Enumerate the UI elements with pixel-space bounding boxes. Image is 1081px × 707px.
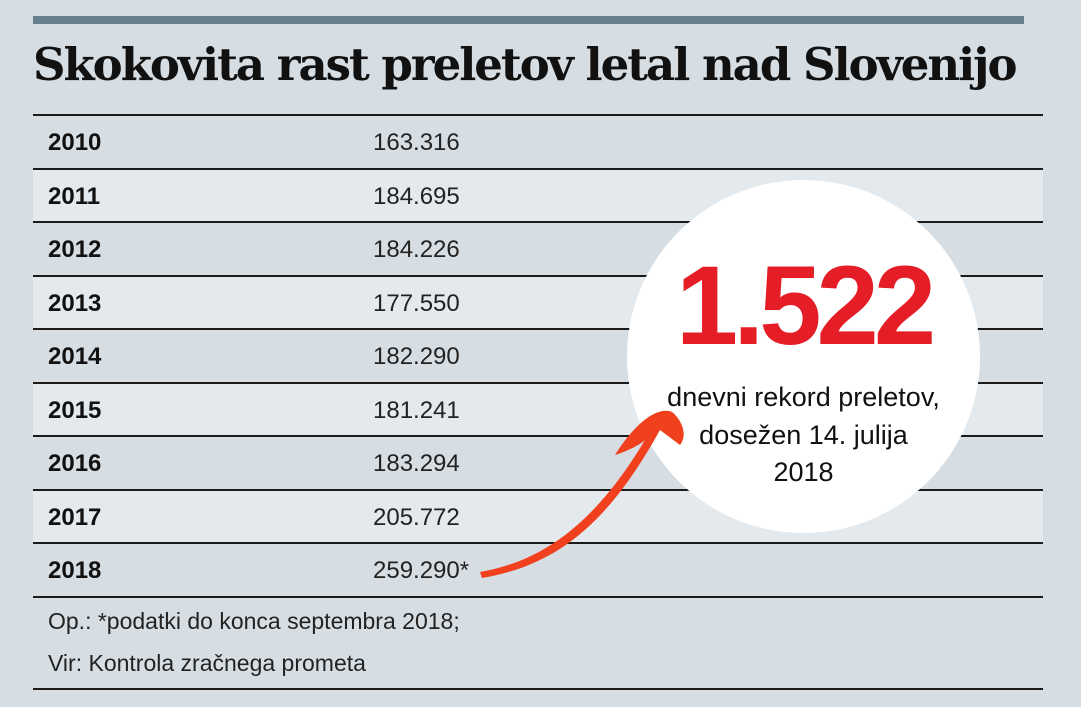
value-cell: 205.772 xyxy=(373,503,460,531)
callout-circle xyxy=(627,180,980,533)
value-cell: 177.550 xyxy=(373,289,460,317)
year-cell: 2010 xyxy=(48,129,102,156)
page-title: Skokovita rast preletov letal nad Sloven… xyxy=(33,38,1017,91)
value-cell: 184.695 xyxy=(373,182,460,210)
year-cell: 2015 xyxy=(48,396,102,424)
year-cell: 2012 xyxy=(48,236,102,263)
curved-arrow-icon xyxy=(480,410,684,578)
callout-line-3: 2018 xyxy=(773,457,834,487)
footnote: Op.: *podatki do konca septembra 2018; xyxy=(48,608,460,634)
top-rule xyxy=(33,16,1024,24)
year-cell: 2013 xyxy=(48,289,102,317)
bottom-rule xyxy=(33,688,1043,690)
year-cell: 2016 xyxy=(48,450,102,477)
table-row: 2018 259.290* xyxy=(33,542,1043,598)
year-cell: 2011 xyxy=(48,182,101,210)
value-cell: 184.226 xyxy=(373,236,460,263)
source-note: Vir: Kontrola zračnega prometa xyxy=(48,650,366,676)
callout-number: 1.522 xyxy=(675,243,936,368)
value-cell: 163.316 xyxy=(373,129,460,156)
year-cell: 2018 xyxy=(48,557,102,584)
year-cell: 2017 xyxy=(48,503,102,531)
table-row: 2010 163.316 xyxy=(33,114,1043,168)
year-cell: 2014 xyxy=(48,343,102,370)
value-cell: 182.290 xyxy=(373,343,460,370)
value-cell: 181.241 xyxy=(373,396,460,424)
callout-line-2: dosežen 14. julija xyxy=(699,420,908,450)
value-cell: 183.294 xyxy=(373,450,460,477)
callout-line-1: dnevni rekord preletov, xyxy=(667,382,940,412)
value-cell: 259.290* xyxy=(373,557,470,584)
